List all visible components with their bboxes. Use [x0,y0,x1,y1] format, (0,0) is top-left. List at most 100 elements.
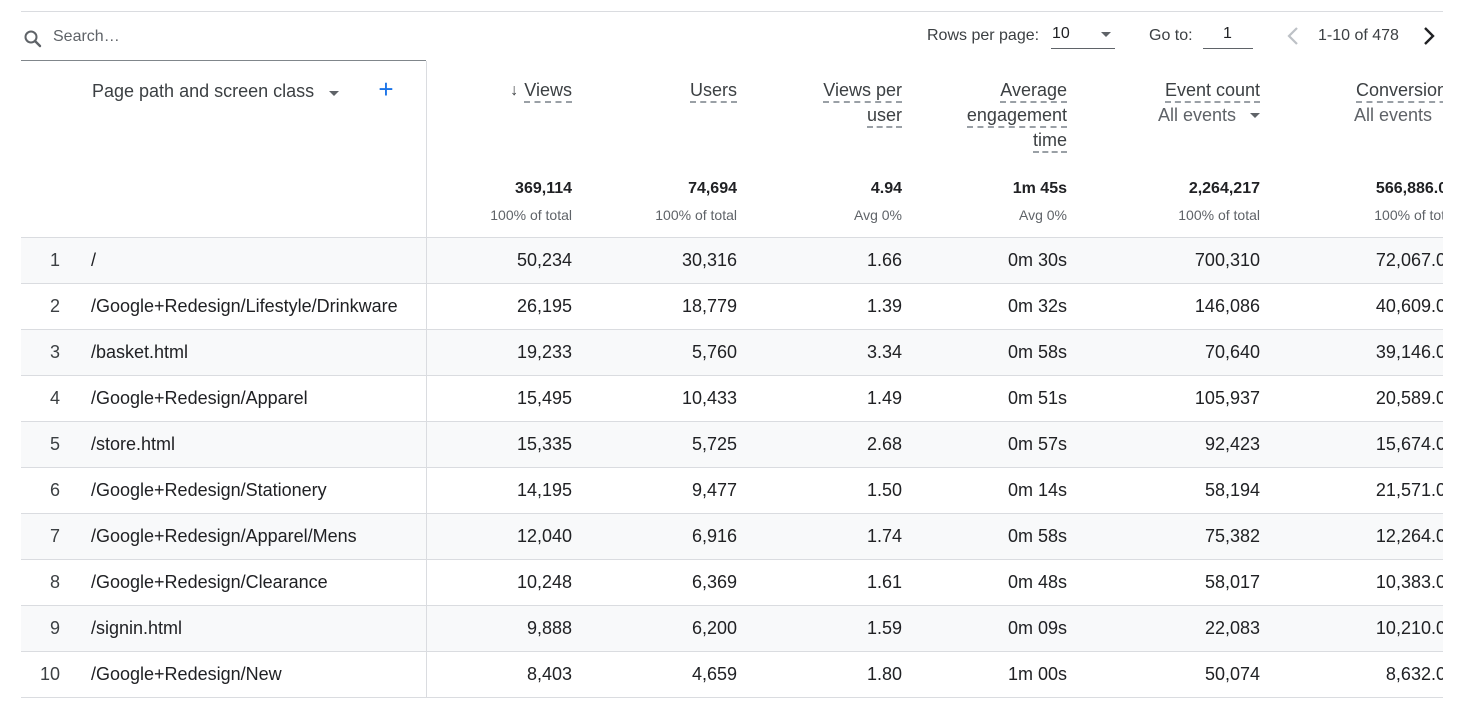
table-row[interactable]: 6/Google+Redesign/Stationery 14,195 9,477 1… [21,467,1443,514]
search-underline [21,60,426,61]
goto-page-value: 1 [1223,25,1232,42]
top-divider [21,11,1443,12]
event-count-cell: 92,423 [1067,421,1260,468]
metric-header-conversions[interactable]: ConversionsAll events 566,886.00 100% of t… [1260,61,1443,238]
row-index: 3 [21,329,91,376]
metric-title-line: time [967,128,1067,153]
table-row[interactable]: 9/signin.html 9,888 6,200 1.59 0m 09s 22,083 1… [21,605,1443,652]
users-cell: 30,316 [572,237,737,284]
engagement-time-cell: 0m 57s [902,421,1067,468]
event-filter-label: All events [1157,105,1236,125]
goto-label: Go to: [1149,27,1193,44]
metric-header-views-per-user[interactable]: Views per user 4.94 Avg 0% [737,61,902,238]
dimension-selector[interactable]: Page path and screen class [92,81,315,101]
table-row[interactable]: 4/Google+Redesign/Apparel 15,495 10,433 1.4… [21,375,1443,422]
views-cell: 8,403 [426,651,572,698]
metric-totals: 74,694 100% of total [655,179,737,224]
views-cell: 14,195 [426,467,572,514]
row-index: 10 [21,651,91,698]
goto-page-input[interactable]: 1 [1203,22,1253,49]
table-row[interactable]: 5/store.html 15,335 5,725 2.68 0m 57s 92,423 1… [21,421,1443,468]
search-input[interactable] [53,26,293,48]
event-count-cell: 58,017 [1067,559,1260,606]
views-cell: 9,888 [426,605,572,652]
page-path-cell: /store.html [91,421,427,468]
views-per-user-cell: 1.80 [737,651,902,698]
metric-header-average-engagement-time[interactable]: Average engagement time 1m 45s Avg 0% [902,61,1067,238]
engagement-time-cell: 0m 58s [902,513,1067,560]
header-row: Page path and screen class + ↓ Views 369,1… [21,61,1443,238]
engagement-time-cell: 0m 58s [902,329,1067,376]
add-dimension-button[interactable]: + [378,74,394,104]
views-per-user-cell: 1.74 [737,513,902,560]
event-filter-dropdown[interactable]: All events [1158,105,1260,126]
engagement-time-cell: 0m 51s [902,375,1067,422]
event-filter-label: All events [1353,105,1432,125]
dropdown-arrow-icon[interactable] [329,91,339,96]
engagement-time-cell: 0m 32s [902,283,1067,330]
dimension-header: Page path and screen class + [91,61,427,238]
metric-header-event-count[interactable]: Event count All events 2,264,217 100% of to… [1067,61,1260,238]
previous-page-button[interactable] [1283,24,1303,48]
next-page-button[interactable] [1419,24,1439,48]
conversions-cell: 40,609.00 [1260,283,1443,330]
table-row[interactable]: 10/Google+Redesign/New 8,403 4,659 1.80 1m 0… [21,651,1443,698]
metric-header-content: Average engagement time [966,78,1067,153]
event-count-cell: 105,937 [1067,375,1260,422]
conversions-cell: 15,674.00 [1260,421,1443,468]
metric-total-value: 74,694 [688,180,737,197]
users-cell: 6,200 [572,605,737,652]
table-toolbar: Rows per page: 10 Go to: 1 1-10 of 478 [21,12,1443,61]
metric-title-line: Conversions [1354,78,1443,103]
row-index: 6 [21,467,91,514]
row-index: 4 [21,375,91,422]
event-count-cell: 75,382 [1067,513,1260,560]
sort-descending-icon[interactable]: ↓ [510,82,519,99]
metric-title-line: Views per [823,78,902,103]
metric-totals: 369,114 100% of total [490,179,572,224]
dropdown-arrow-icon [1101,32,1111,37]
metric-total-value: 1m 45s [1012,180,1067,197]
metric-total-value: 2,264,217 [1188,180,1260,197]
metric-title: Views per [823,80,902,103]
conversions-cell: 8,632.00 [1260,651,1443,698]
users-cell: 6,369 [572,559,737,606]
users-cell: 9,477 [572,467,737,514]
event-count-cell: 700,310 [1067,237,1260,284]
metric-header-views[interactable]: ↓ Views 369,114 100% of total [426,61,572,238]
event-count-cell: 58,194 [1067,467,1260,514]
users-cell: 4,659 [572,651,737,698]
table-row[interactable]: 8/Google+Redesign/Clearance 10,248 6,369 1.… [21,559,1443,606]
metric-header-content: Event count All events [1158,78,1260,126]
metric-totals: 4.94 Avg 0% [854,179,902,224]
page-path-cell: /signin.html [91,605,427,652]
metric-title: engagement [966,105,1067,128]
views-cell: 15,495 [426,375,572,422]
views-cell: 19,233 [426,329,572,376]
page-path-cell: /Google+Redesign/Apparel/Mens [91,513,427,560]
engagement-time-cell: 0m 14s [902,467,1067,514]
metric-total-subtext: 100% of total [490,207,572,223]
rows-per-page-select[interactable]: 10 [1051,22,1115,49]
metric-title: Conversions [1355,80,1443,103]
event-filter-dropdown[interactable]: All events [1354,105,1443,126]
metric-header-content: ↓ Views [510,78,572,103]
views-per-user-cell: 3.34 [737,329,902,376]
metric-total-subtext: Avg 0% [854,207,902,223]
metric-title-line: engagement [966,103,1067,128]
dropdown-arrow-icon [1250,113,1260,118]
views-cell: 26,195 [426,283,572,330]
metric-title: user [866,105,902,128]
views-per-user-cell: 1.59 [737,605,902,652]
metric-header-content: Users [689,78,737,103]
metric-header-users[interactable]: Users 74,694 100% of total [572,61,737,238]
metric-title: Average [1000,80,1067,103]
table-row[interactable]: 3/basket.html 19,233 5,760 3.34 0m 58s 70,640… [21,329,1443,376]
event-count-cell: 22,083 [1067,605,1260,652]
metric-total-value: 566,886.00 [1375,180,1443,197]
table-row[interactable]: 2/Google+Redesign/Lifestyle/Drinkware 26,… [21,283,1443,330]
page-path-cell: /Google+Redesign/New [91,651,427,698]
table-row[interactable]: 7/Google+Redesign/Apparel/Mens 12,040 6,91… [21,513,1443,560]
